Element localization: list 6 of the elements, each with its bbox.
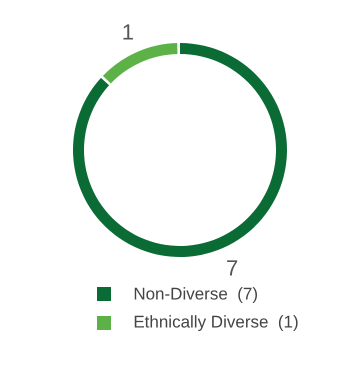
data-label: 7 <box>226 256 238 281</box>
data-label: 1 <box>122 19 134 44</box>
legend-label: Non-Diverse (7) <box>133 284 258 304</box>
donut-slice <box>73 43 287 257</box>
donut-slice <box>102 43 178 84</box>
legend-label: Ethnically Diverse (1) <box>133 313 299 332</box>
